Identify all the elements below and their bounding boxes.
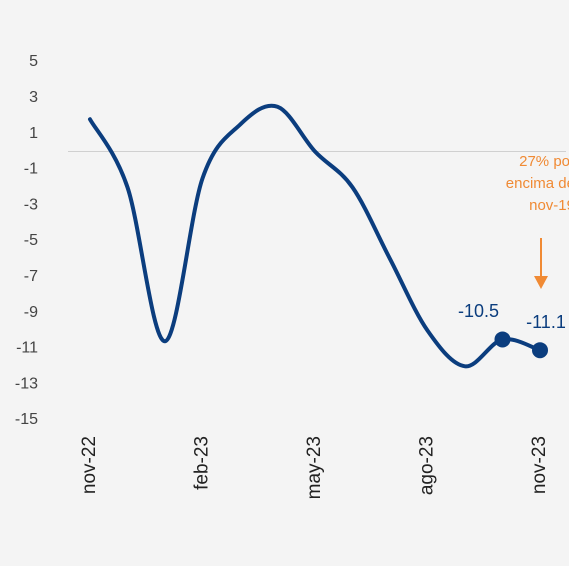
annotation: 27% por xyxy=(519,153,569,170)
y-tick-label: 1 xyxy=(29,125,38,142)
y-tick-label: -9 xyxy=(24,304,38,321)
y-tick-label: -5 xyxy=(24,232,38,249)
y-tick-label: 5 xyxy=(29,53,38,70)
y-tick-label: -7 xyxy=(24,268,38,285)
y-tick-label: -11 xyxy=(16,340,38,357)
y-tick-label: 3 xyxy=(29,89,38,106)
x-tick-label: nov-23 xyxy=(529,436,550,494)
data-label: -11.1 xyxy=(526,312,566,332)
y-tick-label: -1 xyxy=(24,161,38,178)
annotation: nov-19 xyxy=(529,197,569,214)
x-tick-label: feb-23 xyxy=(192,436,213,490)
x-tick-label: ago-23 xyxy=(417,436,438,495)
x-tick-label: may-23 xyxy=(304,436,325,499)
data-label: -10.5 xyxy=(458,301,499,321)
annotation: encima de xyxy=(506,175,569,192)
annotation-arrowhead xyxy=(534,276,548,289)
point xyxy=(532,342,548,359)
x-tick-label: nov-22 xyxy=(79,436,100,494)
y-tick-label: -15 xyxy=(15,411,38,428)
point xyxy=(494,331,511,348)
y-tick-label: -13 xyxy=(15,375,38,392)
line xyxy=(88,103,542,369)
y-tick-label: -3 xyxy=(24,196,38,213)
